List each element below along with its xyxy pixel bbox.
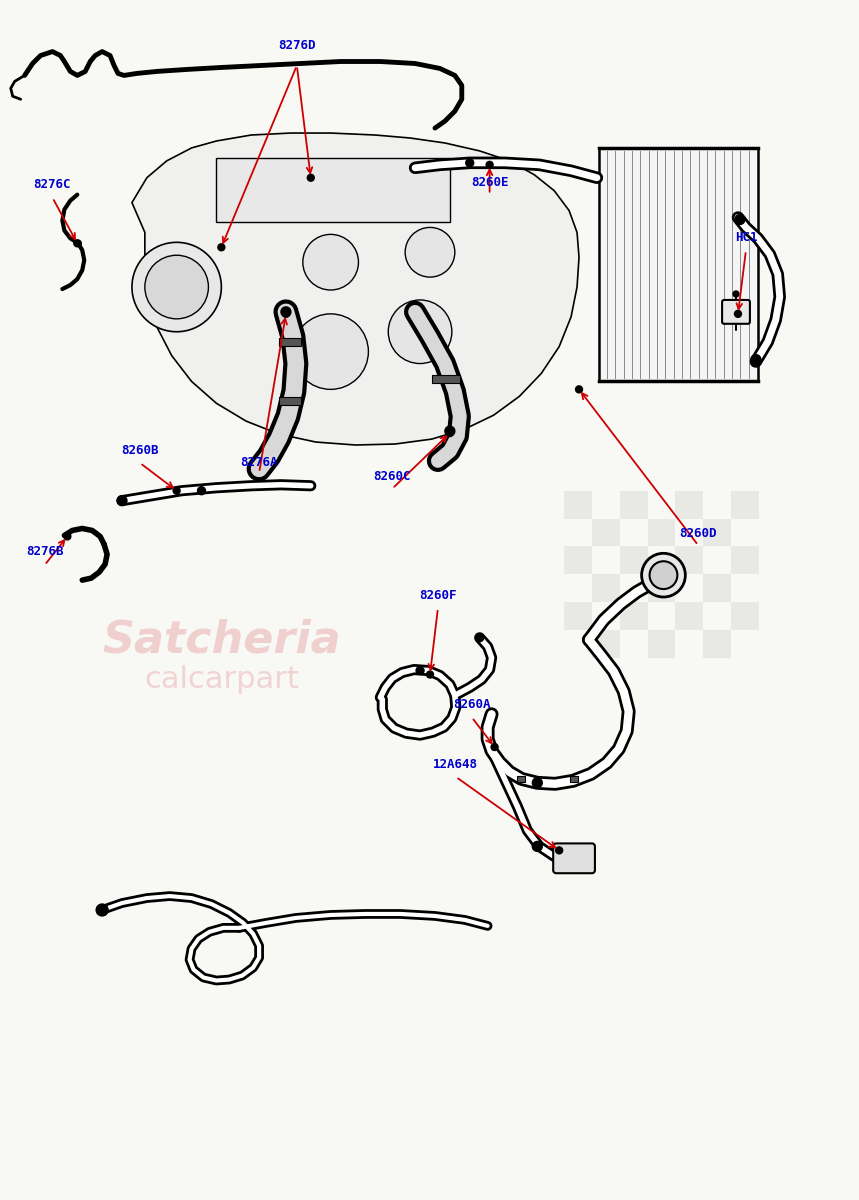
Bar: [592, 518, 619, 546]
Circle shape: [486, 161, 493, 168]
Text: 8260B: 8260B: [121, 444, 159, 457]
Polygon shape: [216, 158, 450, 222]
Bar: [704, 630, 731, 658]
Bar: [432, 376, 460, 384]
Circle shape: [388, 300, 452, 364]
Text: 8276C: 8276C: [34, 178, 71, 191]
FancyBboxPatch shape: [722, 300, 750, 324]
Circle shape: [218, 244, 225, 251]
Circle shape: [735, 215, 745, 224]
Circle shape: [174, 487, 180, 494]
Bar: [619, 491, 648, 518]
Circle shape: [751, 354, 761, 365]
Text: 8260D: 8260D: [679, 527, 717, 540]
Bar: [704, 574, 731, 602]
Polygon shape: [132, 133, 579, 445]
Bar: [279, 397, 301, 406]
Bar: [570, 776, 578, 782]
Bar: [675, 546, 704, 574]
Circle shape: [533, 778, 542, 787]
Circle shape: [466, 158, 473, 167]
Bar: [648, 630, 675, 658]
Text: 8276B: 8276B: [26, 545, 64, 558]
Circle shape: [491, 744, 498, 750]
Circle shape: [576, 386, 582, 392]
Circle shape: [64, 533, 70, 540]
Text: 8276D: 8276D: [278, 38, 315, 52]
Circle shape: [303, 234, 358, 290]
Bar: [648, 518, 675, 546]
Bar: [619, 546, 648, 574]
Circle shape: [405, 228, 454, 277]
Bar: [564, 546, 592, 574]
Bar: [279, 337, 301, 346]
Circle shape: [476, 634, 484, 642]
Text: Satcheria: Satcheria: [102, 618, 341, 661]
Circle shape: [733, 292, 739, 296]
Circle shape: [76, 240, 82, 246]
Circle shape: [447, 430, 454, 437]
Circle shape: [132, 242, 222, 331]
Circle shape: [308, 174, 314, 181]
Circle shape: [281, 307, 291, 317]
Bar: [675, 491, 704, 518]
Circle shape: [283, 311, 289, 317]
Bar: [592, 630, 619, 658]
Circle shape: [416, 666, 424, 674]
Circle shape: [642, 553, 685, 598]
Text: 8260E: 8260E: [471, 175, 509, 188]
Circle shape: [427, 671, 434, 678]
FancyBboxPatch shape: [553, 844, 595, 874]
Circle shape: [96, 904, 108, 916]
Bar: [619, 602, 648, 630]
Bar: [731, 546, 758, 574]
Circle shape: [556, 847, 563, 854]
Text: 8276A: 8276A: [241, 456, 277, 469]
Bar: [648, 574, 675, 602]
Text: 8260F: 8260F: [419, 589, 457, 602]
Bar: [704, 518, 731, 546]
Circle shape: [293, 314, 369, 389]
Circle shape: [145, 256, 209, 319]
Bar: [592, 574, 619, 602]
Bar: [564, 602, 592, 630]
Circle shape: [445, 426, 454, 436]
Text: calcarpart: calcarpart: [144, 665, 299, 694]
Bar: [731, 491, 758, 518]
Text: 12A648: 12A648: [433, 758, 478, 770]
Bar: [599, 148, 758, 382]
Circle shape: [74, 240, 81, 247]
Circle shape: [649, 562, 678, 589]
Circle shape: [198, 487, 205, 494]
Circle shape: [734, 311, 741, 317]
Bar: [675, 602, 704, 630]
Text: 8260C: 8260C: [374, 469, 411, 482]
Circle shape: [533, 841, 542, 851]
Circle shape: [117, 496, 127, 505]
Bar: [517, 776, 526, 782]
Text: HC1: HC1: [734, 232, 757, 245]
Bar: [731, 602, 758, 630]
Bar: [564, 491, 592, 518]
Text: 8260A: 8260A: [453, 698, 490, 712]
